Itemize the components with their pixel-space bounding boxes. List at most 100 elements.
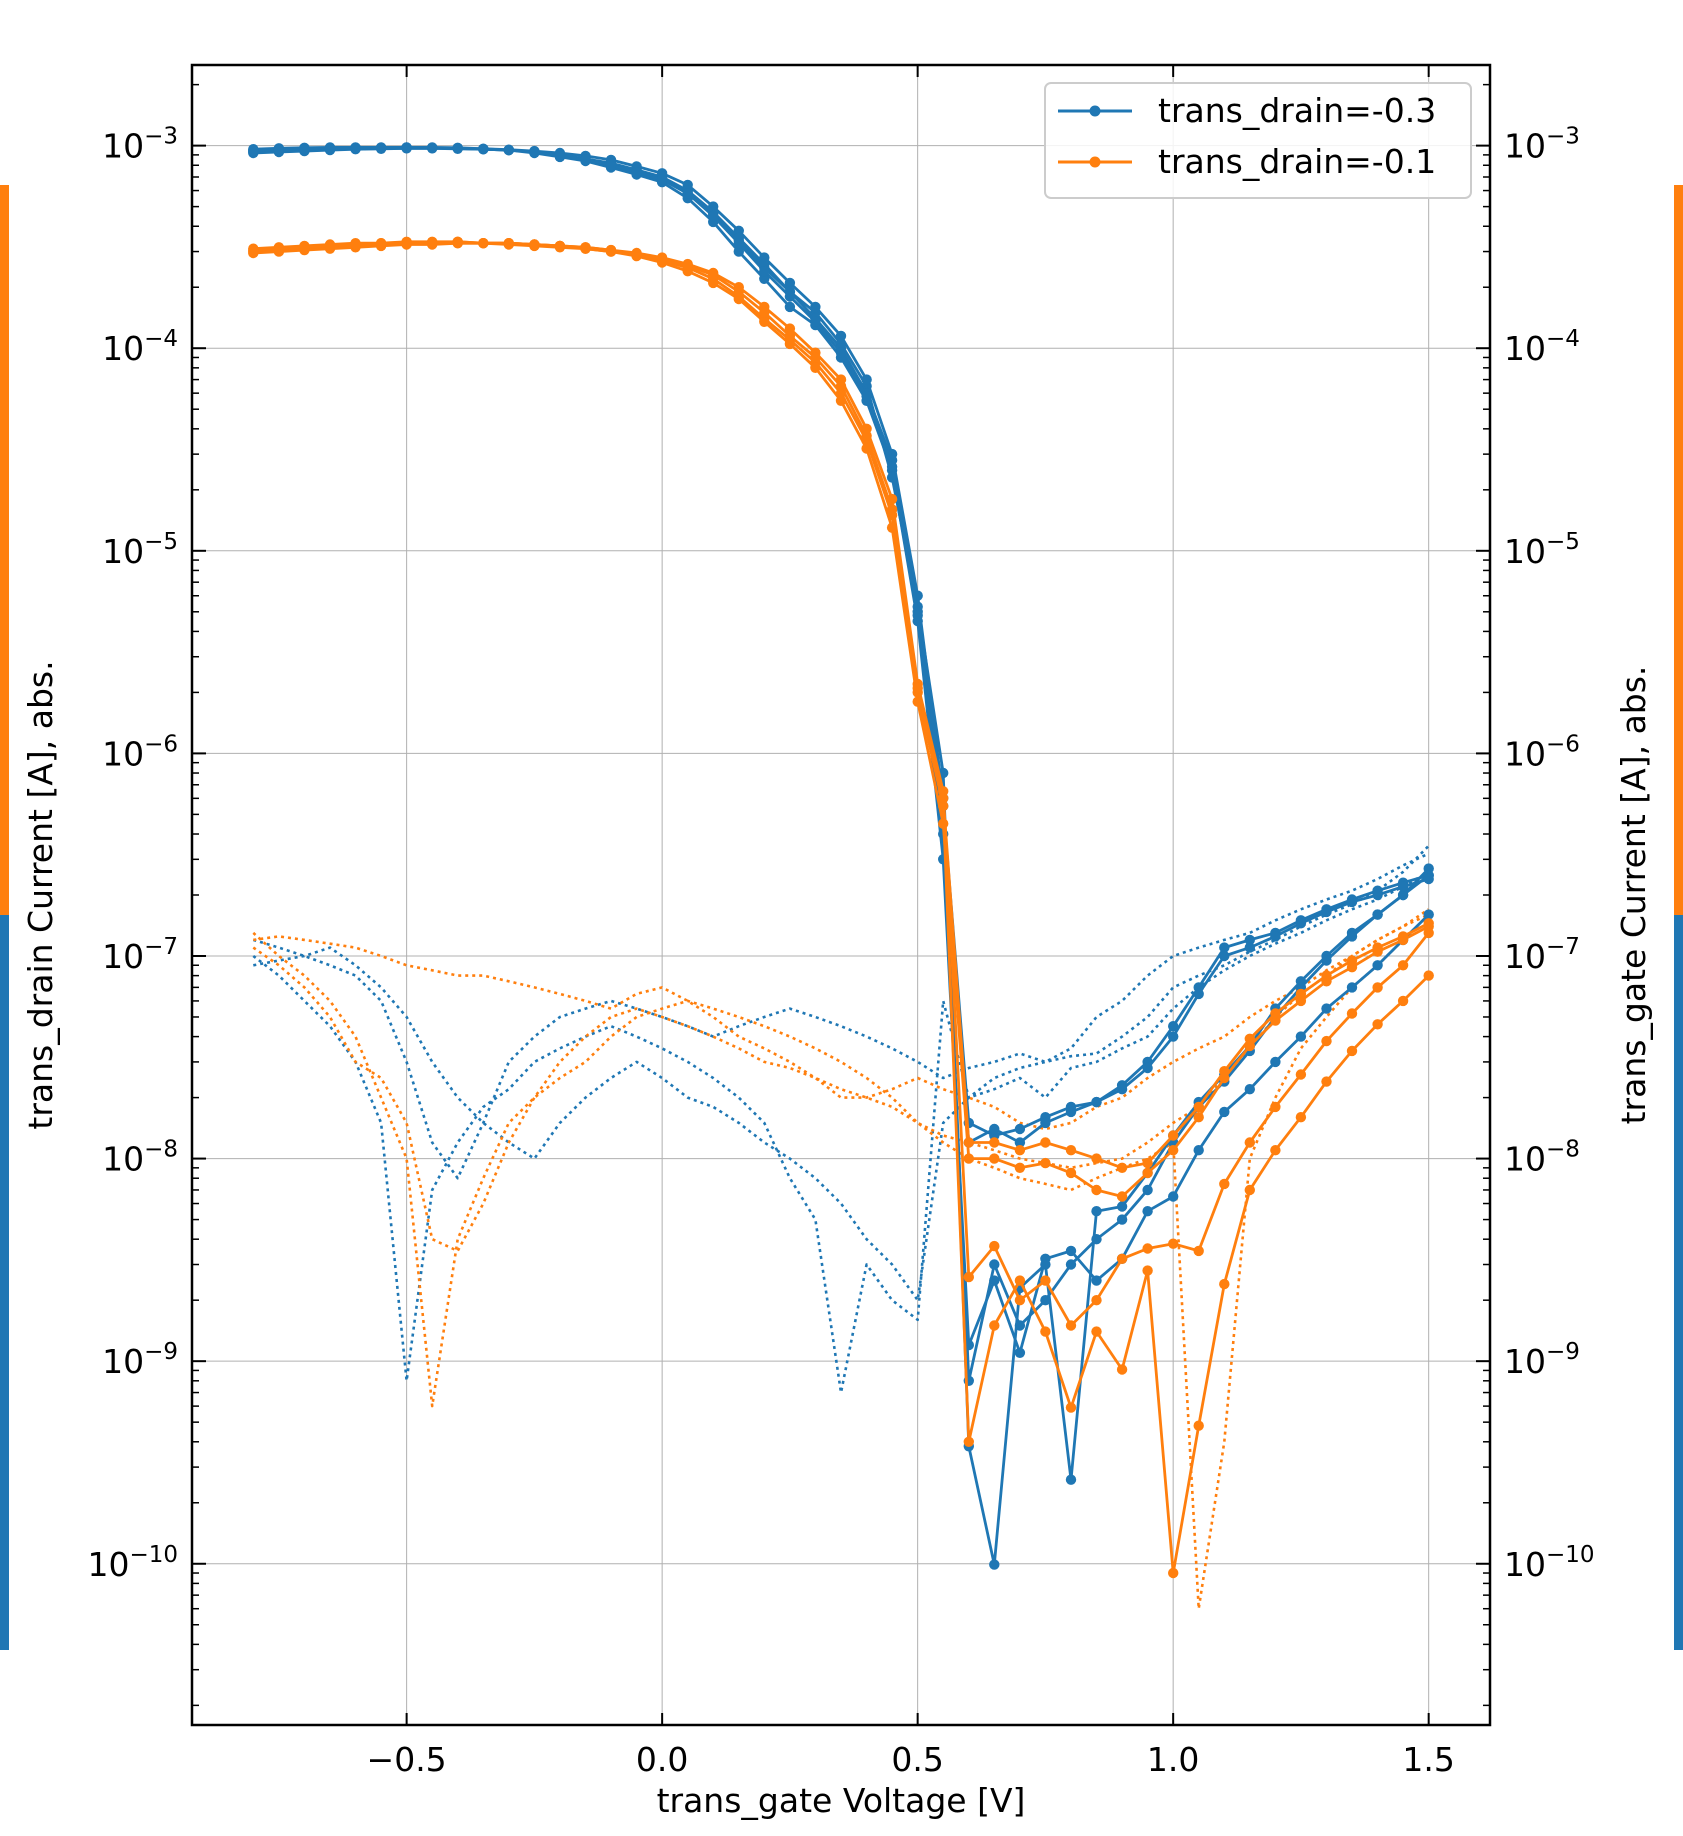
left-strip-blue bbox=[0, 915, 9, 1650]
data-point bbox=[1014, 1275, 1026, 1286]
data-point bbox=[631, 249, 642, 260]
data-point bbox=[1321, 906, 1332, 918]
y-tick-label: 10−4 bbox=[102, 326, 178, 368]
data-point bbox=[733, 238, 744, 249]
data-point bbox=[1423, 918, 1434, 929]
data-point bbox=[835, 330, 847, 342]
data-point bbox=[989, 1153, 1000, 1164]
data-point bbox=[554, 150, 566, 162]
data-point bbox=[1116, 1162, 1128, 1174]
data-point bbox=[989, 1559, 1000, 1570]
data-point bbox=[1372, 889, 1383, 901]
data-point bbox=[299, 143, 310, 154]
gate-series-line bbox=[252, 844, 1430, 1394]
data-point bbox=[1270, 1056, 1281, 1068]
data-point bbox=[1321, 1003, 1332, 1014]
data-point bbox=[886, 461, 898, 472]
y-tick-label: 10−8 bbox=[102, 1137, 178, 1179]
data-point bbox=[605, 160, 617, 171]
data-point bbox=[1219, 1106, 1230, 1118]
data-point bbox=[1423, 873, 1434, 885]
data-point bbox=[759, 266, 770, 277]
data-point bbox=[989, 1259, 1000, 1270]
data-point bbox=[1091, 1326, 1102, 1337]
y-tick-label-right: 10−10 bbox=[1504, 1542, 1595, 1584]
data-point bbox=[1040, 1275, 1051, 1286]
data-point bbox=[478, 143, 489, 154]
data-point bbox=[1397, 931, 1409, 942]
data-point bbox=[427, 142, 438, 153]
y-tick-label-right: 10−7 bbox=[1504, 934, 1580, 976]
data-point bbox=[810, 362, 821, 373]
data-point bbox=[1219, 942, 1230, 953]
data-point bbox=[1040, 1137, 1051, 1148]
data-point bbox=[1321, 970, 1332, 981]
data-point bbox=[886, 504, 898, 515]
data-point bbox=[350, 142, 361, 153]
data-point bbox=[1040, 1157, 1051, 1169]
data-point bbox=[1397, 889, 1409, 901]
data-point bbox=[784, 338, 796, 350]
data-point bbox=[1219, 1178, 1230, 1190]
data-point bbox=[733, 246, 744, 257]
data-point bbox=[1168, 1145, 1179, 1156]
gate-series-line bbox=[252, 908, 1430, 1253]
y-tick-label: 10−9 bbox=[102, 1339, 178, 1381]
data-point bbox=[605, 244, 617, 256]
x-tick-label: 0.0 bbox=[636, 1740, 688, 1779]
data-point bbox=[1346, 896, 1358, 908]
gate-series-line bbox=[252, 913, 1430, 1610]
data-point bbox=[1372, 982, 1383, 993]
data-point bbox=[1346, 931, 1358, 942]
y-axis-title-right: trans_gate Current [A], abs. bbox=[1614, 666, 1653, 1125]
series-layer bbox=[248, 142, 1434, 1610]
data-point bbox=[1142, 1157, 1153, 1169]
data-point bbox=[1116, 1201, 1128, 1212]
data-point bbox=[324, 240, 336, 252]
data-point bbox=[1244, 1033, 1256, 1045]
data-point bbox=[1091, 1096, 1102, 1108]
gate-series-line bbox=[253, 913, 1430, 1131]
data-point bbox=[427, 238, 438, 249]
data-point bbox=[248, 244, 259, 256]
data-point bbox=[1116, 1214, 1128, 1225]
data-point bbox=[1372, 1019, 1383, 1030]
data-point bbox=[656, 254, 668, 265]
data-point bbox=[631, 166, 642, 178]
data-point bbox=[912, 682, 923, 694]
data-point bbox=[273, 243, 285, 254]
data-point bbox=[989, 1240, 1000, 1252]
data-point bbox=[1142, 1167, 1153, 1179]
data-point bbox=[375, 142, 387, 153]
data-point bbox=[861, 430, 872, 441]
legend-label-1: trans_drain=-0.1 bbox=[1158, 142, 1436, 181]
data-point bbox=[682, 260, 693, 271]
x-tick-label: 1.0 bbox=[1147, 1740, 1199, 1779]
data-point bbox=[452, 236, 463, 247]
data-point bbox=[1168, 1020, 1179, 1032]
legend-label-0: trans_drain=-0.3 bbox=[1158, 91, 1436, 130]
drain-series-line bbox=[253, 240, 1430, 1575]
y-tick-label-right: 10−3 bbox=[1504, 124, 1580, 166]
data-point bbox=[1091, 1295, 1102, 1306]
data-point bbox=[1091, 1275, 1102, 1286]
data-point bbox=[1116, 1253, 1128, 1265]
data-point bbox=[580, 154, 591, 166]
data-point bbox=[1244, 1137, 1256, 1148]
data-point bbox=[1270, 931, 1281, 942]
data-point bbox=[1219, 950, 1230, 962]
data-point bbox=[1091, 1206, 1102, 1217]
data-point bbox=[1397, 995, 1409, 1007]
data-point bbox=[452, 142, 463, 153]
x-tick-label: 0.5 bbox=[891, 1740, 943, 1779]
data-point bbox=[1346, 1045, 1358, 1057]
data-point bbox=[861, 390, 872, 402]
data-point bbox=[1065, 1145, 1077, 1156]
data-point bbox=[1295, 1031, 1307, 1042]
data-point bbox=[810, 316, 821, 327]
data-point bbox=[1065, 1402, 1077, 1413]
drain-series-line bbox=[253, 145, 1430, 1355]
legend-marker-blue bbox=[1089, 105, 1101, 117]
data-point bbox=[1014, 1295, 1026, 1306]
